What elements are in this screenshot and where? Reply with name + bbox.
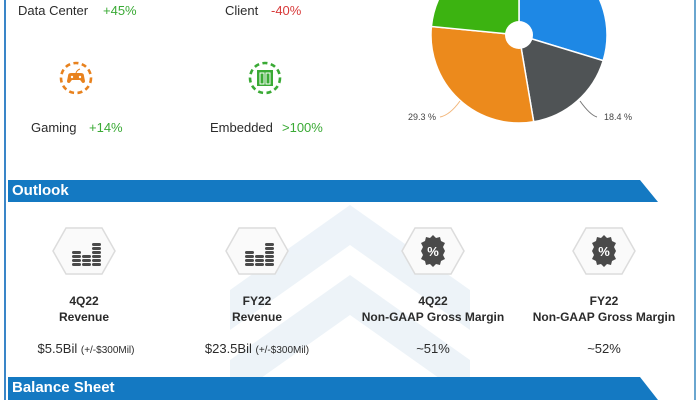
outlook-period-4q22-revenue: 4Q22 xyxy=(69,294,99,308)
pie-label-orange: 29.3 % xyxy=(408,112,437,122)
pie-label-gray: 18.4 % xyxy=(604,112,633,122)
outlook-metric-fy22-revenue: Revenue xyxy=(231,310,283,324)
frame-border-left xyxy=(4,0,6,400)
outlook-value-fy22-margin: ~52% xyxy=(587,341,621,356)
section-banner-balance-sheet: Balance Sheet xyxy=(8,377,660,400)
coins-icon xyxy=(52,227,116,275)
section-title-balance-sheet: Balance Sheet xyxy=(12,379,115,396)
segment-label-client: Client xyxy=(225,3,259,18)
percent-badge-icon: % xyxy=(401,227,465,275)
coins-icon xyxy=(225,227,289,275)
outlook-metric-4q22-revenue: Revenue xyxy=(58,310,110,324)
pie-slice-gray xyxy=(518,33,605,123)
outlook-period-4q22-margin: 4Q22 xyxy=(418,294,448,308)
outlook-metric-4q22-margin: Non-GAAP Gross Margin xyxy=(361,310,505,324)
outlook-value-4q22-revenue: $5.5Bil (+/-$300Mil) xyxy=(37,341,135,356)
outlook-metric-fy22-margin: Non-GAAP Gross Margin xyxy=(532,310,676,324)
pie-slice-blue xyxy=(518,0,608,62)
outlook-value-4q22-margin: ~51% xyxy=(416,341,450,356)
pie-slice-green xyxy=(430,0,520,36)
segment-label-gaming: Gaming xyxy=(31,120,77,135)
svg-text:%: % xyxy=(598,244,610,259)
segment-label-data-center: Data Center xyxy=(18,3,89,18)
gamepad-icon xyxy=(59,61,93,95)
section-title-outlook: Outlook xyxy=(12,182,69,199)
svg-text:%: % xyxy=(427,244,439,259)
segment-change-data-center: +45% xyxy=(103,3,137,18)
segment-change-client: -40% xyxy=(271,3,302,18)
section-banner-outlook: Outlook xyxy=(8,180,660,202)
segment-change-gaming: +14% xyxy=(89,120,123,135)
outlook-period-fy22-margin: FY22 xyxy=(589,294,619,308)
outlook-period-fy22-revenue: FY22 xyxy=(242,294,272,308)
chip-icon xyxy=(248,61,282,95)
segment-change-embedded: >100% xyxy=(282,120,323,135)
segment-pie-chart xyxy=(430,0,608,124)
pie-slice-orange xyxy=(430,25,535,124)
outlook-value-fy22-revenue: $23.5Bil (+/-$300Mil) xyxy=(204,341,310,356)
percent-badge-icon: % xyxy=(572,227,636,275)
segment-label-embedded: Embedded xyxy=(210,120,273,135)
frame-border-right xyxy=(694,0,696,400)
